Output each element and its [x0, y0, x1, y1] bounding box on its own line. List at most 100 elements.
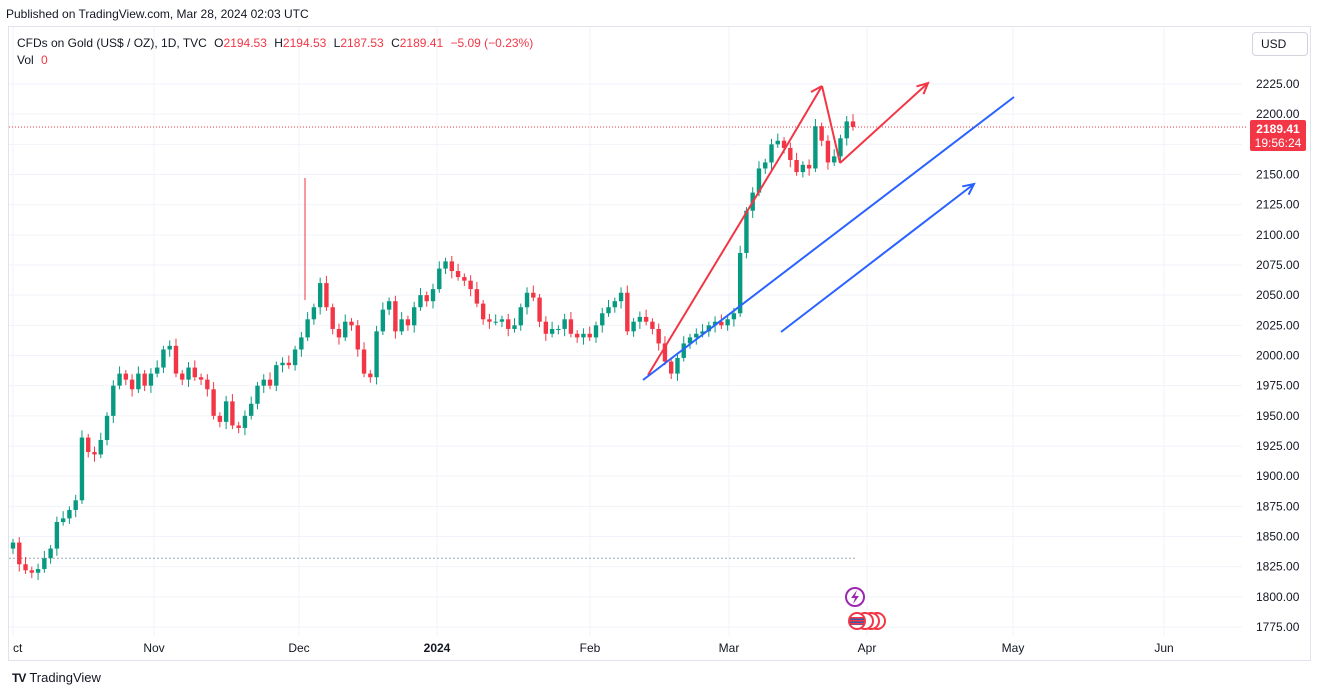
candle-body — [756, 168, 762, 193]
candle-body — [129, 379, 135, 390]
candle-body — [806, 164, 812, 169]
high-label: H — [274, 36, 283, 50]
time-tick-label: Feb — [580, 641, 601, 655]
currency-button[interactable]: USD — [1252, 32, 1308, 56]
candle-body — [556, 328, 561, 330]
candle-body — [725, 319, 730, 326]
candle-body — [543, 321, 549, 334]
candle-body — [173, 345, 179, 374]
candle-body — [374, 331, 379, 378]
symbol-title[interactable]: CFDs on Gold (US$ / OZ), 1D, TVC — [17, 36, 207, 50]
chart-frame[interactable] — [8, 26, 1311, 661]
time-tick-label: Nov — [143, 641, 164, 655]
candle-body — [719, 321, 724, 326]
candle-body — [249, 403, 254, 416]
candle-body — [393, 301, 398, 332]
brand-name: TradingView — [29, 670, 101, 685]
candle-body — [763, 162, 768, 169]
candle-body — [788, 147, 793, 161]
price-tick-label: 1825.00 — [1256, 560, 1300, 574]
trend-red-arrow-head — [916, 81, 930, 95]
candle-body — [399, 319, 404, 332]
candle-body — [813, 126, 818, 169]
lightning-glyph — [851, 590, 859, 604]
candle-body — [380, 309, 386, 332]
candle-body — [443, 261, 448, 269]
candle-body — [42, 558, 47, 570]
candle-body — [781, 140, 787, 148]
footer-brand[interactable]: TV TradingView — [12, 670, 101, 685]
price-tick-label: 1950.00 — [1256, 409, 1300, 423]
candle-body — [286, 362, 292, 366]
price-tick-label: 2075.00 — [1256, 258, 1300, 272]
candle-body — [412, 307, 417, 326]
time-tick-label: Mar — [719, 641, 740, 655]
candle-body — [819, 126, 824, 141]
time-tick-label: ct — [13, 641, 23, 655]
candle-body — [205, 379, 210, 390]
candle-body — [731, 313, 737, 320]
candle-body — [386, 301, 392, 310]
candle-body — [305, 319, 310, 338]
candle-body — [142, 373, 147, 386]
trend-blue-arrow-head — [962, 182, 976, 196]
candle-body — [349, 321, 354, 326]
candle-body — [587, 333, 592, 338]
candle-body — [593, 325, 599, 338]
candle-body — [487, 319, 492, 322]
candle-body — [198, 377, 204, 380]
price-tick-label: 2200.00 — [1256, 107, 1300, 121]
candle-body — [631, 321, 636, 332]
candle-body — [29, 570, 34, 573]
candle-body — [154, 367, 160, 374]
low-value: 2187.53 — [340, 36, 384, 50]
low-label: L — [333, 36, 341, 50]
symbol-legend: CFDs on Gold (US$ / OZ), 1D, TVC O2194.5… — [17, 35, 533, 69]
candle-body — [186, 367, 191, 380]
candle-body — [506, 319, 511, 329]
candle-body — [424, 295, 429, 302]
candle-body — [230, 401, 235, 426]
trend-red-down — [821, 85, 841, 164]
candle-body — [86, 437, 91, 453]
candle-body — [405, 319, 411, 326]
candle-body — [242, 415, 248, 428]
price-axis: 2225.002200.002175.002150.002125.002100.… — [1256, 77, 1300, 634]
candle-body — [675, 357, 680, 374]
us-flag-stripe — [850, 623, 864, 625]
candle-body — [54, 522, 60, 549]
volume-value: 0 — [41, 53, 48, 67]
time-tick-label: Dec — [288, 641, 309, 655]
candle-body — [261, 379, 266, 386]
candle-body — [23, 564, 28, 571]
event-markers — [845, 587, 886, 630]
price-tick-label: 2100.00 — [1256, 228, 1300, 242]
high-value: 2194.53 — [282, 36, 327, 50]
trend-red-head-1 — [810, 85, 823, 93]
candle-body — [832, 156, 837, 163]
candle-body — [737, 252, 743, 314]
price-tick-label: 2025.00 — [1256, 318, 1300, 332]
candle-body — [48, 548, 53, 559]
candle-body — [681, 343, 686, 358]
candle-body — [104, 415, 110, 440]
candle-body — [60, 518, 66, 523]
candles — [10, 114, 856, 580]
candle-body — [292, 349, 298, 366]
candle-body — [73, 500, 78, 510]
time-tick-label: Apr — [858, 641, 877, 655]
candle-body — [537, 297, 542, 322]
candle-body — [574, 333, 580, 338]
candle-body — [462, 277, 467, 281]
candle-body — [437, 268, 442, 290]
candle-body — [343, 321, 348, 338]
candle-body — [524, 292, 530, 308]
price-tick-label: 1900.00 — [1256, 469, 1300, 483]
candle-body — [330, 307, 335, 329]
candle-body — [79, 437, 85, 501]
price-tick-label: 2150.00 — [1256, 168, 1300, 182]
candle-body — [236, 425, 241, 428]
candle-body — [531, 292, 536, 298]
candle-body — [662, 343, 668, 362]
